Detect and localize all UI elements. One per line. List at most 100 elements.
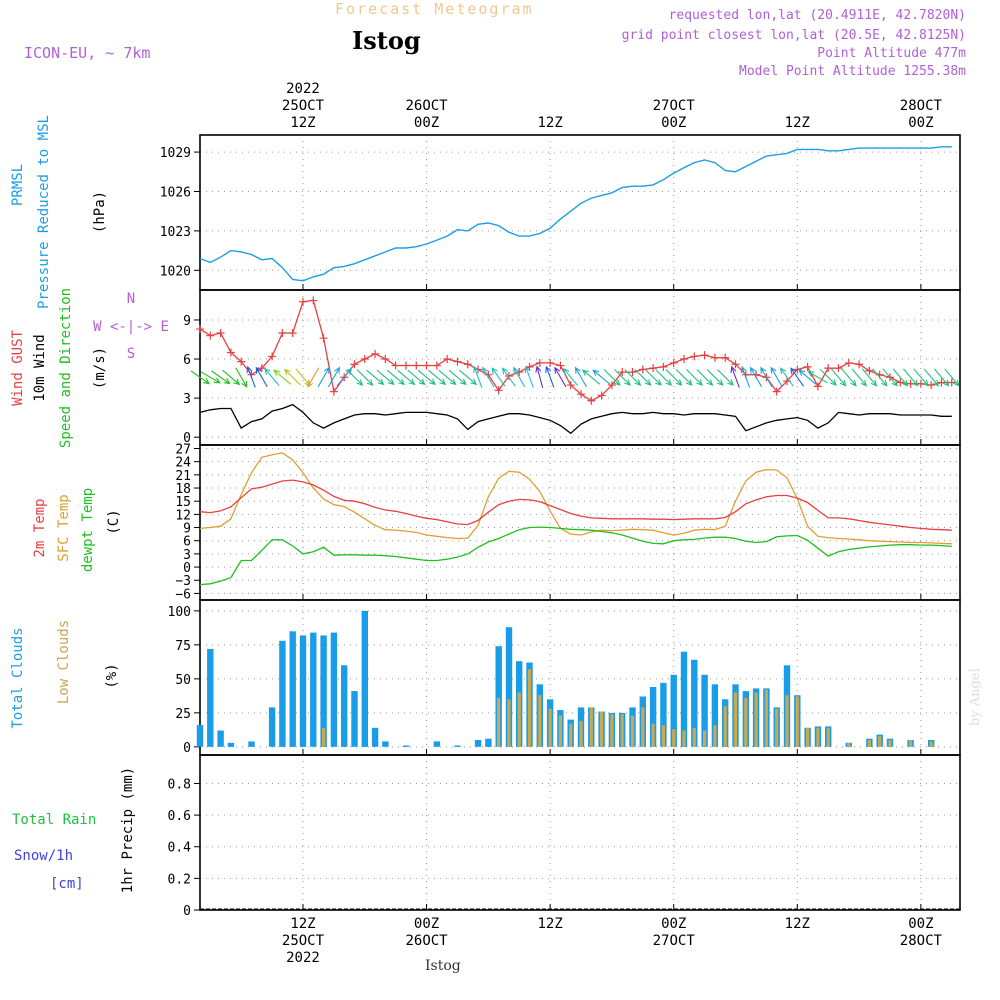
- wind-gust-point: [690, 352, 699, 361]
- wind-speed-direction-label: Speed and Direction: [58, 288, 74, 448]
- footer-place: Istog: [425, 958, 461, 974]
- wind-direction-arrow: [851, 368, 867, 387]
- wind-direction-arrow: [246, 365, 256, 388]
- wind-gust-label: Wind GUST: [10, 330, 26, 406]
- wind-gust-point: [298, 297, 307, 306]
- pressure-label: PRMSL: [10, 164, 26, 206]
- total-cloud-bar: [371, 727, 379, 747]
- y-tick-label: 12: [175, 508, 191, 523]
- wind-direction-arrow: [491, 367, 506, 387]
- wind-direction-arrow: [255, 366, 268, 388]
- total-rain-label: Total Rain: [12, 812, 96, 828]
- bottom-time-label: 12Z: [537, 916, 562, 932]
- wind-direction-arrow: [501, 367, 516, 387]
- wind-direction-arrow: [428, 369, 447, 386]
- total-cloud-bar: [680, 651, 688, 747]
- top-time-label: 26OCT: [405, 98, 448, 114]
- total-cloud-bar: [649, 687, 657, 747]
- low-cloud-bar: [610, 714, 614, 747]
- wind-gust-point: [196, 325, 204, 334]
- total-cloud-bar: [361, 610, 368, 747]
- point-altitude: Point Altitude 477m: [817, 46, 966, 61]
- wind-gust-point: [319, 334, 328, 343]
- wind-gust-point: [453, 357, 462, 366]
- wind-gust-point: [237, 357, 246, 366]
- bottom-time-label: 00Z: [908, 916, 933, 932]
- low-cloud-bar: [754, 692, 758, 747]
- wind-gust-point: [947, 378, 956, 387]
- low-cloud-bar: [620, 714, 624, 747]
- low-cloud-bar: [733, 692, 738, 747]
- wind-gust-point: [566, 381, 575, 390]
- total-cloud-bar: [248, 741, 255, 747]
- low-cloud-bar: [641, 707, 645, 747]
- low-cloud-bar: [558, 715, 562, 747]
- low-cloud-bar: [651, 723, 655, 747]
- wind-direction-arrow: [686, 369, 703, 386]
- wind-gust-point: [896, 378, 905, 387]
- y-tick-label: 1023: [160, 225, 191, 240]
- temperature-frame: [199, 444, 961, 601]
- y-tick-label: 15: [175, 495, 191, 510]
- snow-unit-label: [cm]: [50, 876, 84, 892]
- wind-direction-arrow: [592, 369, 611, 385]
- clouds-panel: [194, 599, 961, 756]
- wind-gust-point: [535, 358, 544, 367]
- wind-direction-arrow: [417, 369, 436, 386]
- wind-unit-label: (m/s): [92, 347, 108, 389]
- t2m-temp-line: [199, 479, 952, 531]
- compass-west-east-label: W <-|-> E: [93, 319, 169, 335]
- model-point-altitude: Model Point Altitude 1255.38m: [739, 64, 966, 79]
- wind-direction-arrow: [574, 366, 587, 388]
- total-cloud-bar: [289, 631, 296, 747]
- wind-direction-arrow: [760, 366, 773, 388]
- wind-direction-arrow: [798, 369, 817, 385]
- total-cloud-bar: [382, 741, 389, 747]
- wind-direction-arrow: [903, 368, 919, 387]
- low-cloud-bar: [785, 695, 789, 747]
- y-tick-label: 1020: [160, 264, 191, 279]
- temp-unit-label: (C): [106, 509, 122, 534]
- snow-label: Snow/1h: [14, 848, 73, 864]
- y-tick-label: −6: [175, 587, 191, 602]
- wind-gust-point: [226, 348, 235, 357]
- wind-direction-arrow: [376, 369, 395, 386]
- pressure-frame: [199, 134, 961, 291]
- low-cloud-bar: [888, 740, 892, 747]
- wind-direction-arrow: [366, 369, 385, 386]
- y-tick-label: 0: [183, 741, 191, 756]
- total-cloud-bar: [279, 640, 286, 747]
- wind-gust-point: [669, 358, 678, 367]
- total-cloud-bar: [691, 659, 698, 747]
- low-cloud-bar: [538, 695, 542, 747]
- wind-direction-arrow: [554, 366, 567, 388]
- y-tick-label: 1029: [160, 146, 191, 161]
- total-cloud-bar: [330, 632, 338, 747]
- total-cloud-bar: [217, 730, 224, 747]
- wind-gust-point: [937, 378, 946, 387]
- total-cloud-bar: [320, 635, 327, 747]
- low-cloud-bar: [600, 711, 604, 747]
- wind-direction-arrow: [524, 365, 534, 388]
- low-cloud-bar: [527, 669, 532, 747]
- y-tick-label: 0.6: [168, 809, 191, 824]
- wind-gust-point: [587, 396, 596, 405]
- low-cloud-bar: [569, 723, 573, 747]
- wind-gust-point: [824, 364, 833, 373]
- wind-gust-point: [731, 360, 740, 369]
- wind-direction-arrow: [273, 369, 292, 385]
- wind-direction-arrow: [200, 371, 221, 384]
- wind-direction-arrow: [655, 369, 673, 386]
- wind-gust-point: [813, 382, 822, 391]
- wind-speed-line: [199, 403, 952, 435]
- wind-direction-arrow: [397, 369, 416, 386]
- temperature-panel: [194, 444, 961, 601]
- y-tick-label: 9: [183, 522, 191, 537]
- top-time-label: 2022: [286, 81, 320, 97]
- wind-direction-arrow: [820, 369, 837, 386]
- top-time-label: 00Z: [908, 115, 933, 131]
- wind-gust-point: [329, 387, 338, 396]
- wind-gust-point: [659, 362, 668, 371]
- total-cloud-bar: [227, 742, 235, 747]
